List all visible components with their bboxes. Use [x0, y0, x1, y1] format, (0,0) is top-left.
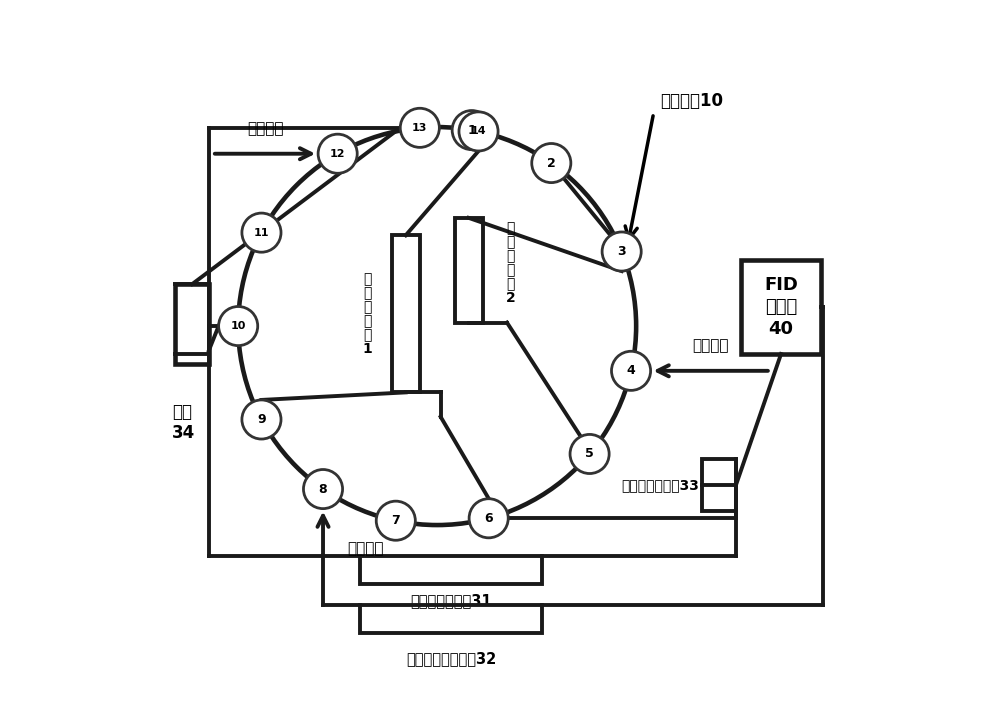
Text: 14: 14 — [471, 126, 486, 137]
Text: 7: 7 — [391, 515, 400, 527]
Text: 12: 12 — [330, 149, 345, 158]
Circle shape — [459, 112, 498, 151]
Bar — [455, 218, 483, 322]
Circle shape — [376, 501, 415, 540]
Circle shape — [469, 498, 508, 538]
Bar — [175, 284, 209, 365]
Text: 第
二
定
量
环
2: 第 二 定 量 环 2 — [506, 222, 515, 305]
Text: 9: 9 — [257, 413, 266, 426]
Text: 第一苯系物色谱柱32: 第一苯系物色谱柱32 — [406, 651, 496, 666]
Circle shape — [219, 306, 258, 346]
Text: 第一总烃色谱柱33: 第一总烃色谱柱33 — [621, 478, 699, 492]
Circle shape — [318, 134, 357, 173]
Circle shape — [602, 232, 641, 271]
Circle shape — [532, 144, 571, 182]
Circle shape — [612, 351, 651, 390]
Circle shape — [242, 400, 281, 439]
Text: FID
检测器
40: FID 检测器 40 — [764, 275, 798, 338]
Text: 6: 6 — [484, 512, 493, 525]
Text: 第三载气: 第三载气 — [247, 121, 283, 136]
Text: 十四通阀10: 十四通阀10 — [661, 92, 724, 109]
Text: 第一载气: 第一载气 — [347, 541, 384, 556]
Text: 4: 4 — [627, 365, 635, 377]
Bar — [702, 458, 736, 511]
Text: 8: 8 — [319, 482, 327, 496]
Text: 2: 2 — [547, 156, 556, 170]
Text: 11: 11 — [254, 228, 269, 238]
Bar — [392, 236, 420, 393]
Circle shape — [242, 213, 281, 252]
Circle shape — [400, 108, 439, 147]
Text: 第一甲烷色谱柱31: 第一甲烷色谱柱31 — [410, 593, 492, 608]
Circle shape — [570, 435, 609, 473]
Circle shape — [452, 111, 491, 149]
Bar — [360, 557, 542, 585]
Text: 第二载气: 第二载气 — [692, 339, 729, 353]
Text: 10: 10 — [230, 321, 246, 331]
Text: 第
一
定
量
环
1: 第 一 定 量 环 1 — [362, 272, 372, 356]
Bar — [360, 606, 542, 633]
Circle shape — [303, 470, 343, 509]
Bar — [741, 260, 821, 354]
Text: 13: 13 — [412, 123, 428, 132]
Text: 5: 5 — [585, 447, 594, 461]
Text: 1: 1 — [467, 123, 476, 137]
Text: 预柱
34: 预柱 34 — [172, 403, 195, 442]
Text: 3: 3 — [617, 245, 626, 258]
